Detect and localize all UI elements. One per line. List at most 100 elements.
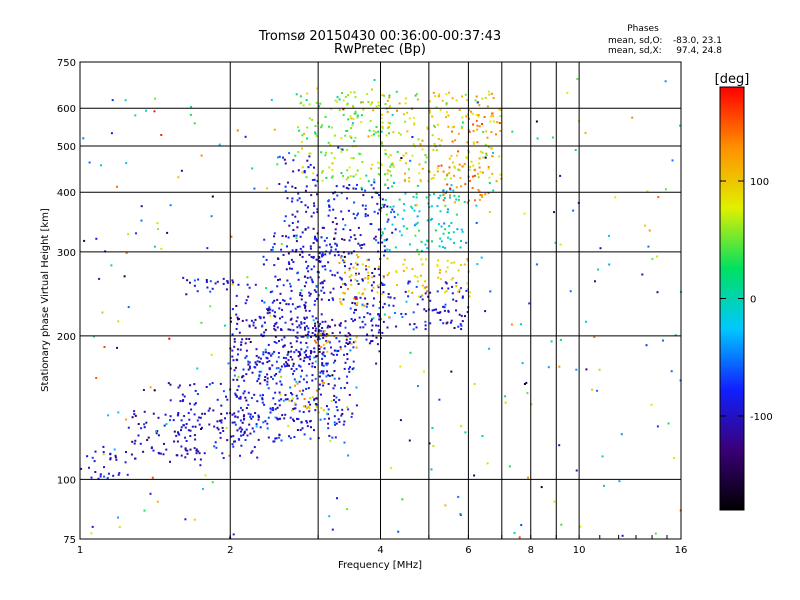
scatter-point — [231, 308, 234, 311]
scatter-point — [295, 380, 298, 383]
scatter-point — [291, 267, 293, 270]
scatter-point — [257, 438, 260, 441]
scatter-point — [331, 374, 334, 377]
scatter-point — [241, 409, 244, 412]
scatter-point — [370, 103, 372, 106]
scatter-point — [313, 429, 315, 432]
scatter-point — [314, 366, 316, 369]
scatter-point — [386, 220, 389, 223]
scatter-point — [334, 99, 337, 102]
scatter-point — [498, 108, 501, 111]
scatter-point — [366, 302, 369, 305]
scatter-point — [482, 171, 484, 174]
scatter-point — [437, 259, 439, 262]
scatter-point — [428, 442, 431, 445]
scatter-point — [296, 397, 299, 400]
scatter-point — [209, 280, 212, 283]
scatter-point — [231, 355, 234, 358]
scatter-point — [383, 239, 386, 242]
scatter-point — [331, 297, 334, 300]
scatter-point — [319, 418, 322, 421]
scatter-point — [306, 159, 309, 162]
scatter-point — [381, 164, 383, 167]
scatter-point — [377, 161, 379, 164]
scatter-point — [309, 437, 312, 440]
scatter-point — [447, 125, 450, 128]
scatter-point — [290, 367, 293, 370]
scatter-point — [303, 321, 306, 324]
scatter-point — [405, 152, 408, 155]
scatter-point — [115, 458, 118, 461]
scatter-point — [498, 155, 501, 158]
scatter-point — [370, 167, 373, 170]
scatter-point — [468, 109, 471, 112]
scatter-point — [352, 106, 355, 109]
scatter-point — [227, 362, 230, 365]
scatter-point — [457, 195, 460, 198]
scatter-point — [326, 412, 329, 415]
scatter-point — [249, 413, 252, 416]
scatter-point — [199, 464, 202, 467]
scatter-point — [236, 322, 239, 325]
scatter-point — [316, 174, 319, 177]
scatter-point — [315, 135, 318, 137]
scatter-point — [168, 337, 171, 340]
scatter-point — [349, 349, 352, 352]
scatter-point — [395, 271, 398, 274]
scatter-point — [449, 188, 452, 191]
scatter-point — [102, 451, 105, 454]
scatter-point — [287, 181, 289, 184]
y-tick-label: 600 — [57, 104, 76, 115]
scatter-point — [284, 185, 287, 188]
scatter-point — [262, 351, 265, 354]
scatter-point — [229, 317, 232, 319]
scatter-point — [679, 124, 681, 127]
scatter-point — [354, 262, 357, 265]
scatter-point — [127, 233, 130, 236]
scatter-point — [361, 320, 364, 323]
scatter-point — [498, 122, 501, 124]
scatter-point — [385, 213, 388, 216]
scatter-point — [243, 414, 246, 417]
scatter-point — [384, 183, 387, 186]
scatter-point — [245, 428, 248, 431]
scatter-point — [308, 253, 311, 256]
scatter-point — [383, 203, 386, 206]
scatter-point — [335, 243, 338, 246]
scatter-point — [246, 276, 249, 279]
scatter-point — [438, 245, 441, 248]
scatter-point — [367, 258, 370, 261]
scatter-point — [436, 170, 439, 173]
scatter-point — [416, 276, 419, 279]
scatter-point — [213, 445, 216, 448]
scatter-point — [185, 423, 188, 425]
scatter-point — [367, 214, 369, 217]
scatter-point — [469, 179, 471, 182]
scatter-point — [246, 283, 249, 286]
scatter-point — [164, 413, 167, 416]
scatter-point — [252, 321, 255, 324]
scatter-point — [487, 167, 490, 170]
scatter-point — [350, 136, 353, 139]
scatter-point — [91, 525, 94, 528]
scatter-point — [478, 166, 481, 169]
scatter-point — [298, 197, 301, 200]
scatter-point — [408, 280, 411, 283]
scatter-point — [371, 318, 373, 321]
scatter-point — [340, 148, 343, 151]
scatter-point — [234, 440, 237, 443]
scatter-point — [380, 130, 383, 133]
scatter-point — [328, 417, 330, 420]
scatter-point — [306, 421, 309, 424]
scatter-point — [477, 162, 480, 165]
scatter-point — [484, 156, 487, 159]
scatter-point — [389, 206, 392, 209]
scatter-point — [217, 428, 220, 431]
scatter-point — [608, 263, 611, 266]
scatter-point — [340, 256, 342, 259]
scatter-point — [408, 323, 411, 326]
scatter-point — [269, 308, 272, 311]
scatter-point — [273, 128, 276, 131]
scatter-point — [261, 398, 264, 401]
scatter-point — [281, 414, 284, 417]
